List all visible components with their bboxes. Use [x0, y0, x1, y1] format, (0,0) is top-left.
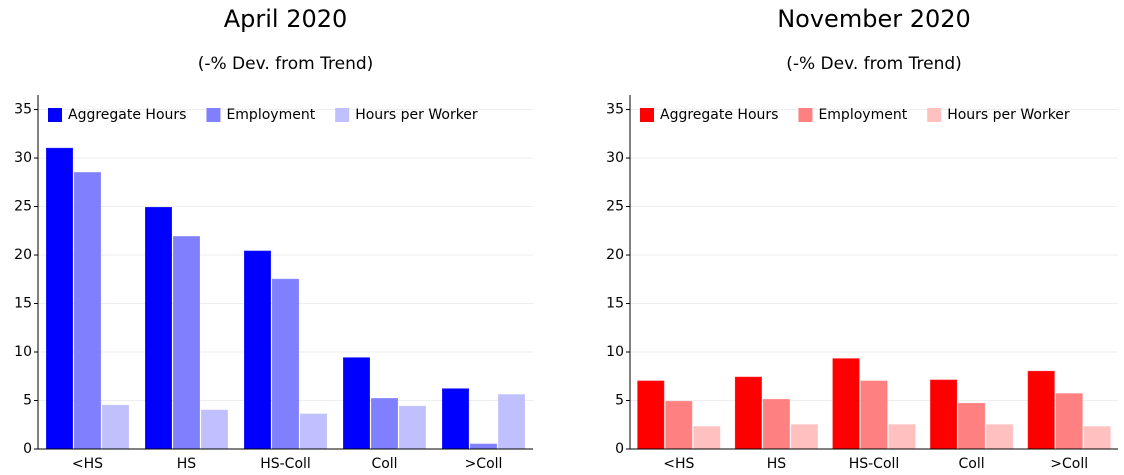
x-tick-label: HS-Coll: [260, 456, 311, 472]
legend-label: Employment: [818, 107, 907, 123]
chart-title: November 2020: [777, 5, 971, 33]
bar: [300, 413, 327, 450]
x-tick-label: HS-Coll: [849, 456, 900, 472]
bar: [442, 388, 469, 450]
bar: [637, 380, 665, 450]
legend-swatch: [335, 108, 350, 122]
bar: [734, 376, 762, 450]
legend-swatch: [206, 108, 221, 122]
bar: [665, 400, 693, 450]
y-tick-label: 15: [606, 296, 624, 312]
x-tick-label: <HS: [663, 456, 694, 472]
bar: [46, 147, 73, 450]
chart-subtitle: (-% Dev. from Trend): [198, 54, 374, 74]
y-tick-label: 25: [14, 199, 32, 215]
chart-subtitle: (-% Dev. from Trend): [786, 54, 962, 74]
legend-label: Aggregate Hours: [660, 107, 778, 123]
y-tick-label: 30: [606, 150, 624, 166]
bar: [498, 394, 525, 450]
bar: [1083, 426, 1111, 450]
bar: [790, 424, 818, 450]
y-tick-label: 10: [14, 344, 32, 360]
x-tick-label: HS: [177, 456, 197, 472]
x-tick-label: Coll: [371, 456, 397, 472]
legend-label: Aggregate Hours: [68, 107, 186, 123]
bar: [371, 398, 398, 450]
bar: [693, 426, 721, 450]
y-tick-label: 30: [14, 150, 32, 166]
y-tick-label: 15: [14, 296, 32, 312]
bar: [74, 172, 101, 450]
bar: [1055, 393, 1083, 450]
legend-swatch: [640, 108, 654, 122]
legend-label: Employment: [226, 107, 315, 123]
bar: [102, 404, 129, 450]
bar: [244, 250, 271, 450]
bar: [470, 443, 497, 450]
legend-swatch: [798, 108, 813, 122]
y-tick-label: 35: [606, 102, 624, 118]
x-tick-label: >Coll: [465, 456, 503, 472]
x-tick-label: <HS: [72, 456, 103, 472]
y-tick-label: 25: [606, 199, 624, 215]
bar: [958, 402, 986, 450]
legend-swatch: [48, 108, 62, 122]
bar: [762, 399, 790, 450]
bar: [986, 424, 1014, 450]
bar: [930, 379, 958, 450]
y-tick-label: 20: [14, 247, 32, 263]
y-tick-label: 20: [606, 247, 624, 263]
legend-label: Hours per Worker: [947, 107, 1070, 123]
y-tick-label: 35: [14, 102, 32, 118]
bar: [399, 405, 426, 450]
x-tick-label: >Coll: [1050, 456, 1088, 472]
bar: [860, 380, 888, 450]
bar: [1027, 370, 1055, 450]
bar: [173, 236, 200, 450]
bar: [201, 409, 228, 450]
x-tick-label: HS: [767, 456, 787, 472]
y-tick-label: 5: [23, 393, 32, 409]
bar: [888, 424, 916, 450]
bar: [343, 357, 370, 450]
legend-swatch: [927, 108, 942, 122]
x-tick-label: Coll: [959, 456, 985, 472]
legend-label: Hours per Worker: [355, 107, 478, 123]
chart-title: April 2020: [224, 5, 348, 33]
y-tick-label: 5: [615, 393, 624, 409]
y-tick-label: 10: [606, 344, 624, 360]
bar: [272, 278, 299, 450]
bar: [832, 358, 860, 450]
y-tick-label: 0: [615, 441, 624, 457]
y-tick-label: 0: [23, 441, 32, 457]
bar: [145, 207, 172, 450]
